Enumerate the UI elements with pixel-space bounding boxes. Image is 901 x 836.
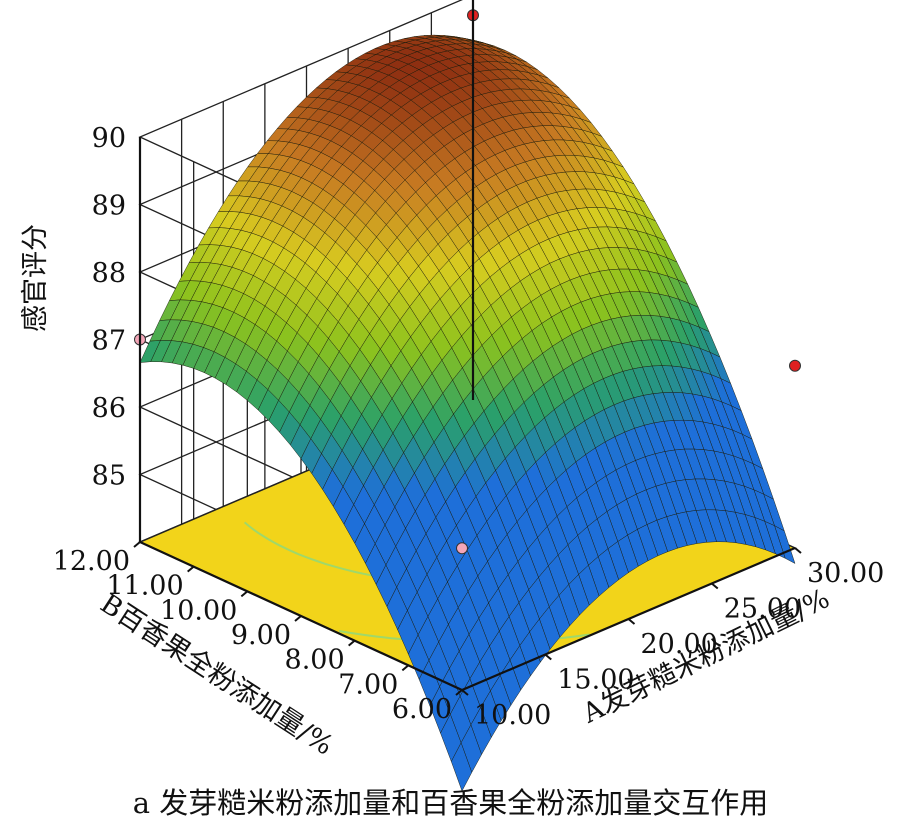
y-tick-label: 8.00	[285, 645, 345, 676]
y-tick-mark	[240, 590, 248, 598]
z-axis-label: 感官评分	[20, 224, 51, 332]
x-tick-label: 10.00	[474, 700, 551, 731]
z-tick-label: 87	[92, 325, 126, 356]
y-tick-label: 9.00	[231, 620, 291, 651]
y-tick-mark	[401, 664, 409, 672]
design-point-1	[456, 542, 468, 555]
figure-caption: a 发芽糙米粉添加量和百香果全粉添加量交互作用	[132, 786, 769, 820]
tick-labels: 85868788899010.0015.0020.0025.0030.006.0…	[53, 123, 885, 731]
x-tick-mark	[794, 547, 802, 554]
design-points	[134, 9, 801, 555]
y-tick-mark	[133, 541, 141, 548]
y-tick-mark	[348, 639, 356, 647]
z-tick-label: 85	[92, 460, 126, 491]
y-tick-label: 12.00	[53, 546, 130, 577]
x-tick-label: 20.00	[641, 629, 718, 660]
z-tick-label: 89	[92, 190, 126, 221]
x-tick-label: 15.00	[557, 665, 634, 696]
z-tick-label: 88	[92, 258, 126, 289]
x-tick-label: 25.00	[724, 594, 801, 625]
y-tick-label: 6.00	[392, 694, 452, 725]
y-tick-mark	[455, 689, 463, 696]
z-tick-label: 90	[92, 123, 126, 154]
x-tick-mark	[461, 689, 469, 696]
x-tick-label: 30.00	[807, 558, 884, 589]
response-surface	[139, 34, 796, 792]
x-tick-mark	[711, 582, 719, 590]
y-tick-mark	[294, 615, 302, 622]
x-tick-mark	[627, 618, 636, 625]
y-tick-label: 7.00	[338, 669, 398, 700]
x-tick-mark	[544, 653, 552, 661]
y-tick-label: 10.00	[160, 595, 237, 626]
design-point-2	[789, 359, 801, 372]
y-tick-label: 11.00	[106, 571, 183, 602]
y-tick-mark	[187, 565, 195, 573]
z-tick-label: 86	[92, 393, 126, 424]
surface-cell	[451, 742, 473, 792]
